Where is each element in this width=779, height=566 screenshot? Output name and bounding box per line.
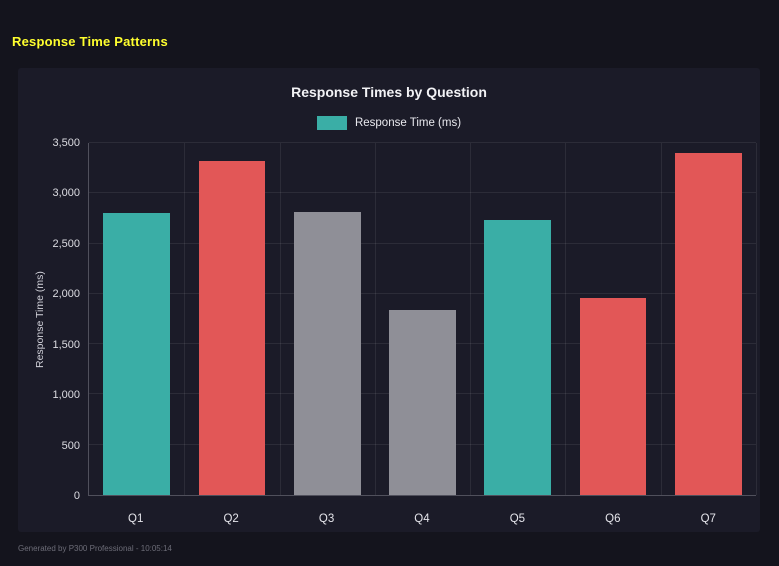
plot-area xyxy=(88,142,757,496)
x-tick-label: Q5 xyxy=(509,513,526,525)
footer-text: Generated by P300 Professional - 10:05:1… xyxy=(18,544,172,553)
chart-title: Response Times by Question xyxy=(291,84,487,100)
gridline-vertical xyxy=(470,143,472,495)
bar-q3 xyxy=(293,212,361,495)
x-tick-label: Q3 xyxy=(318,513,335,525)
legend-swatch xyxy=(316,116,347,130)
gridline-horizontal xyxy=(89,192,756,194)
y-tick-label: 500 xyxy=(61,439,80,452)
x-tick-label: Q2 xyxy=(223,513,239,525)
x-tick-label: Q7 xyxy=(700,513,716,525)
gridline-vertical xyxy=(756,143,757,495)
y-tick-label: 0 xyxy=(73,490,80,502)
y-tick-label: 3,500 xyxy=(52,137,80,149)
chart-legend: Response Time (ms) xyxy=(18,116,760,130)
bar-q4 xyxy=(389,309,456,495)
y-tick-label: 2,500 xyxy=(52,237,80,250)
bar-q1 xyxy=(103,213,170,495)
bar-q6 xyxy=(579,297,647,495)
x-tick-label: Q6 xyxy=(605,513,621,525)
page-title: Response Time Patterns xyxy=(12,34,168,49)
y-axis-ticks: 0 500 1,000 1,500 2,000 2,500 3,000 3,500 xyxy=(18,137,80,502)
chart-panel: Response Times by Question Response Time… xyxy=(18,68,760,532)
y-tick-label: 3,000 xyxy=(52,187,80,200)
x-tick-label: Q1 xyxy=(128,513,144,525)
legend-label: Response Time (ms) xyxy=(354,117,462,129)
bar-q2 xyxy=(198,161,266,495)
x-axis-ticks: Q1 Q2 Q3 Q4 Q5 Q6 Q7 xyxy=(88,496,756,525)
y-tick-label: 1,000 xyxy=(52,389,80,402)
gridline-vertical xyxy=(279,143,281,495)
gridline-horizontal xyxy=(89,142,756,143)
gridline-vertical xyxy=(565,143,567,495)
gridline-horizontal xyxy=(89,292,756,294)
y-tick-label: 1,500 xyxy=(52,338,80,351)
bar-q7 xyxy=(675,153,742,495)
y-tick-label: 2,000 xyxy=(52,288,80,301)
bar-q5 xyxy=(484,220,552,495)
gridline-vertical xyxy=(660,143,662,495)
gridline-vertical xyxy=(184,143,186,495)
x-tick-label: Q4 xyxy=(414,513,430,525)
gridline-vertical xyxy=(374,143,376,495)
gridline-horizontal xyxy=(89,242,756,244)
